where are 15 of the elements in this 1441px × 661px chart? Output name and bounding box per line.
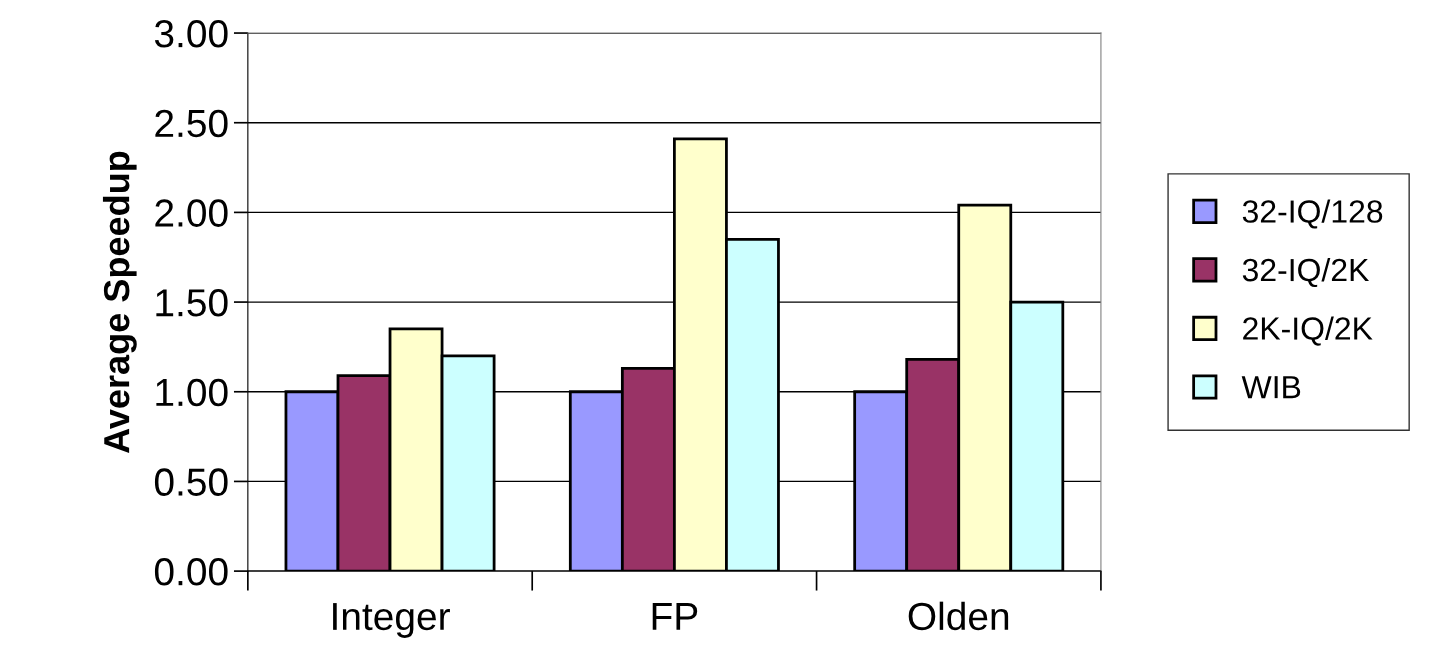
- y-tick-label: 2.00: [155, 199, 228, 227]
- y-tick-label: 3.00: [154, 19, 228, 48]
- y-tick-label: 1.00: [156, 378, 228, 407]
- y-tick-label: 1.50: [156, 289, 228, 317]
- y-axis-title: Average Speedup: [102, 151, 137, 454]
- y-tick-label: 2.50: [155, 109, 228, 138]
- legend-label: 32-IQ/2K: [1242, 257, 1370, 288]
- legend-label: 2K-IQ/2K: [1243, 316, 1373, 346]
- legend-label: 32-IQ/128: [1242, 199, 1383, 229]
- y-tick-label: 0.00: [154, 558, 228, 586]
- x-tick-label: FP: [652, 603, 698, 630]
- x-tick-label: Olden: [908, 601, 1009, 631]
- legend-label: WIB: [1241, 376, 1301, 399]
- y-tick-label: 0.50: [154, 468, 228, 496]
- x-tick-label: Integer: [333, 603, 450, 638]
